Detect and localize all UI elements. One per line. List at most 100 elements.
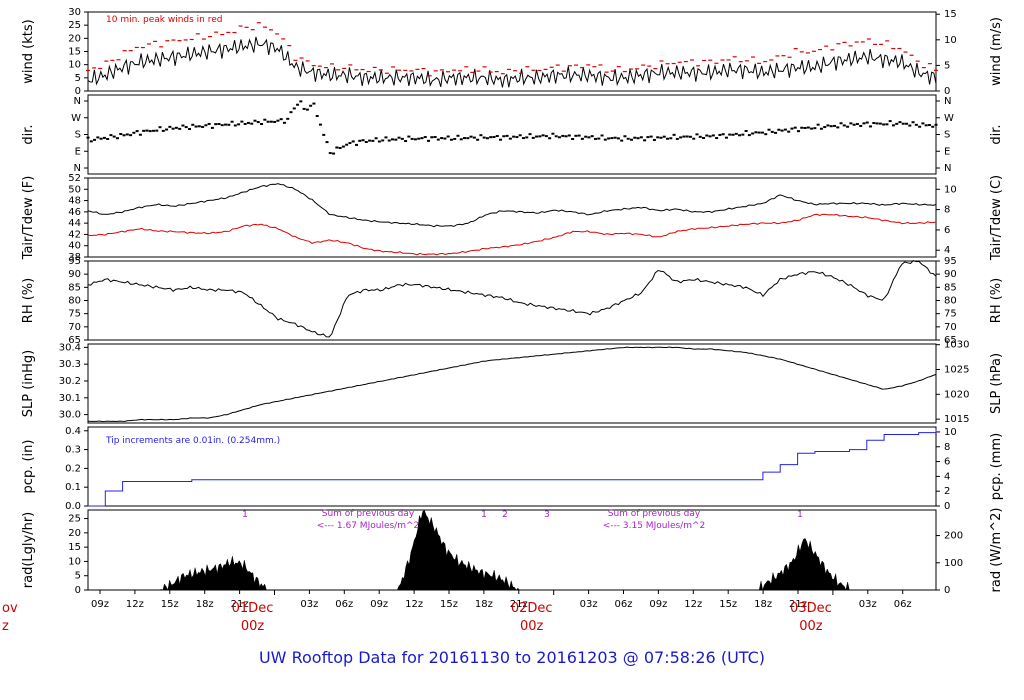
direction-point [819,127,823,130]
direction-point [348,142,352,145]
direction-point [692,137,696,140]
direction-point [803,126,807,129]
direction-point [846,125,850,128]
direction-point [924,124,928,127]
direction-point [505,134,509,137]
direction-point [535,135,539,138]
ytick-label: 0 [75,86,81,97]
direction-point [551,132,555,135]
direction-point [548,137,552,140]
direction-point [571,138,575,141]
ytick-label: 5 [75,73,81,84]
xtick-label: 03z [580,599,598,610]
direction-point [397,136,401,139]
direction-point [305,108,309,111]
ytick-label-right: 1015 [944,414,969,425]
ytick-label-right: 90 [944,269,957,280]
direction-point [417,137,421,140]
direction-point [335,146,339,149]
direction-point [770,130,774,133]
direction-point [531,136,535,139]
direction-point [859,124,863,127]
direction-point [731,133,735,136]
ytick-label-right: 1030 [944,340,969,351]
direction-point [728,133,732,136]
direction-point [151,129,155,132]
direction-point [855,123,859,126]
direction-point [410,137,414,140]
day-hour-label: 00z [520,619,544,634]
direction-point [675,137,679,140]
direction-point [194,125,198,128]
direction-point [620,139,624,142]
direction-point [485,137,489,140]
precip-series-line [88,428,937,507]
direction-point [358,139,362,142]
direction-point [636,137,640,140]
ytick-label-right: 8 [944,205,950,216]
ytick-label-right: 75 [944,309,957,320]
direction-point [423,136,427,139]
direction-point [260,123,264,126]
direction-point [282,121,286,124]
direction-point [233,124,237,127]
direction-point [338,147,342,150]
precip-annotation: Tip increments are 0.01in. (0.254mm.) [105,436,280,446]
radiation-annotation: 1 [797,510,803,520]
direction-point [122,134,126,137]
xtick-label: 09z [91,599,109,610]
ytick-label: 48 [68,196,81,207]
direction-point [322,133,326,136]
direction-point [191,123,195,126]
direction-point [374,137,378,140]
direction-point [302,107,306,110]
ylabel-right-panel-1: wind (m/s) [989,17,1004,86]
xtick-label: 09z [370,599,388,610]
direction-point [201,125,205,128]
direction-point [469,135,473,138]
direction-point [597,137,601,140]
ylabel-right-panel-6: pcp. (mm) [989,433,1004,500]
radiation-area [88,510,936,591]
direction-point [502,135,506,138]
direction-point [106,137,110,140]
ytick-label-right: 70 [944,322,957,333]
direction-point [479,134,483,137]
direction-point [119,133,123,136]
direction-point [626,137,630,140]
direction-point [639,136,643,139]
direction-point [754,131,758,134]
direction-point [669,137,673,140]
direction-point [711,134,715,137]
direction-point [839,122,843,125]
ytick-label: 10 [68,60,81,71]
ytick-label-right: 0 [944,501,950,512]
direction-point [793,126,797,129]
temperature-series-line [87,183,937,228]
direction-point [829,125,833,128]
ytick-label-right: 100 [944,558,963,569]
radiation-annotation: Sum of previous day [608,509,701,519]
direction-point [584,135,588,138]
ytick-label: 20 [68,528,81,539]
ytick-label: 30.3 [59,359,81,370]
direction-point [780,129,784,132]
direction-point [557,136,561,139]
xtick-label: 15z [161,599,179,610]
direction-point [613,136,617,139]
direction-point [607,137,611,140]
xtick-label: 12z [126,599,144,610]
direction-point [220,124,224,127]
xtick-label: 18z [754,599,772,610]
direction-point [764,133,768,136]
direction-point [836,126,840,129]
direction-point [286,117,290,120]
direction-point [643,139,647,142]
radiation-annotation: <--- 3.15 MJoules/m^2 [603,521,705,531]
direction-point [482,136,486,139]
direction-point [266,120,270,123]
ylabel-panel-4: RH (%) [21,278,36,323]
ytick-label: N [74,163,81,174]
direction-point [472,136,476,139]
direction-point [577,134,581,137]
